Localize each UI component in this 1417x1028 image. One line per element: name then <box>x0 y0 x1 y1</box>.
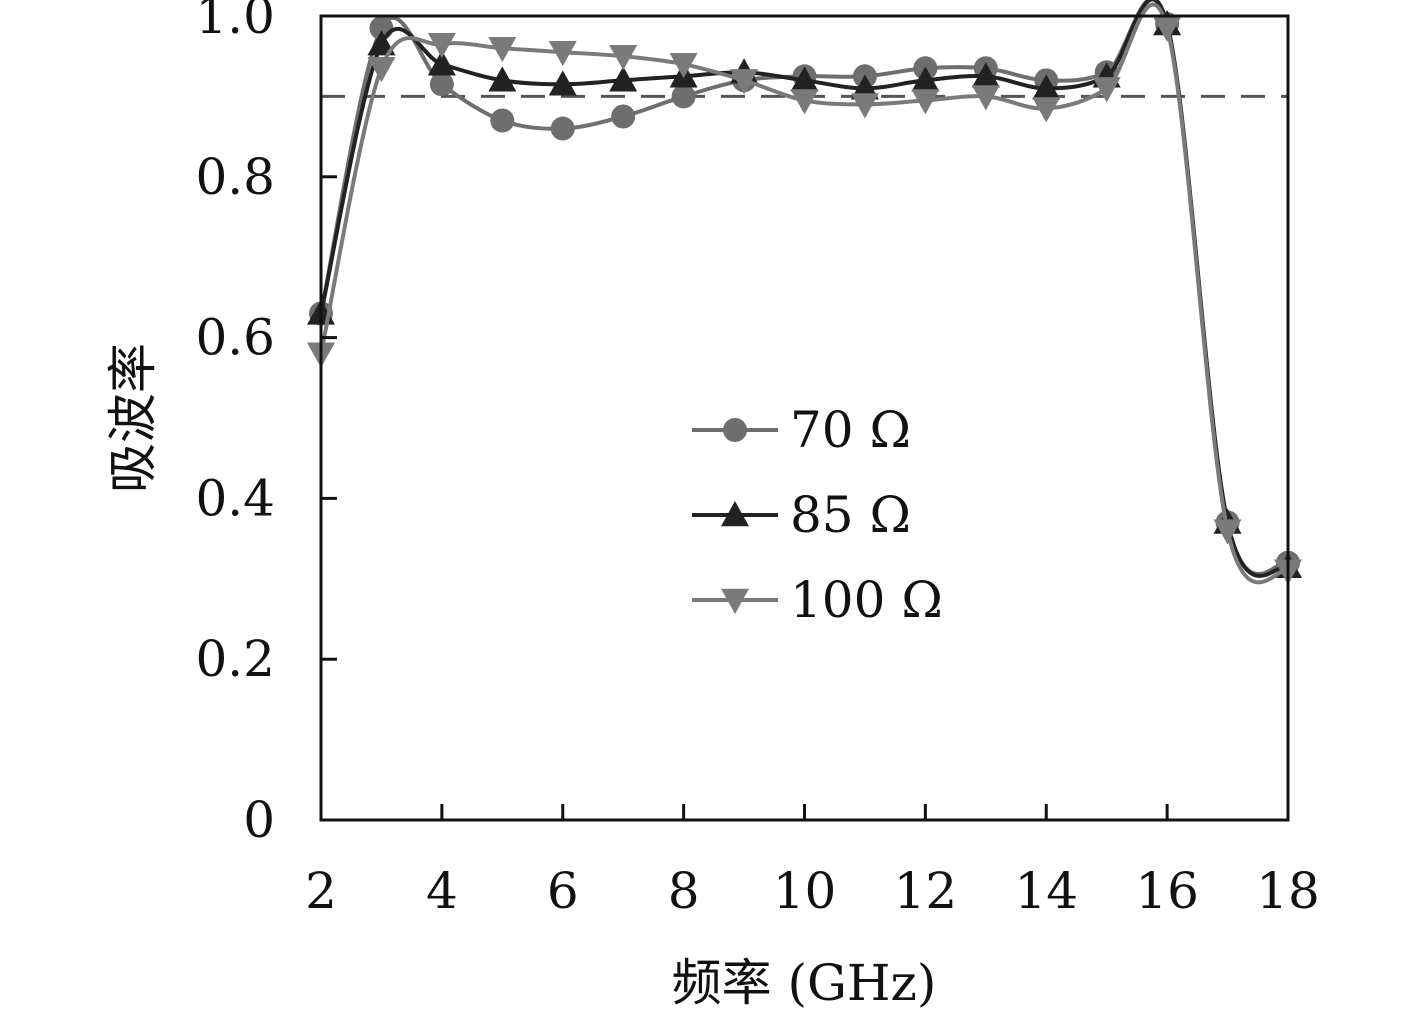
data-point-2-12 <box>1032 97 1061 123</box>
legend-marker-2 <box>721 588 749 614</box>
legend-item-1: 85 Ω <box>692 486 911 544</box>
data-point-0-2 <box>429 72 454 97</box>
data-point-2-10 <box>911 89 940 115</box>
legend-marker-0 <box>723 418 747 442</box>
data-point-1-11 <box>971 62 1000 88</box>
data-point-0-4 <box>550 116 575 141</box>
legend: 70 Ω 85 Ω 100 Ω <box>692 401 943 629</box>
data-point-2-15 <box>1213 519 1242 545</box>
data-point-1-3 <box>488 66 517 92</box>
data-point-2-4 <box>548 40 577 67</box>
y-tick-label-2: 0.4 <box>195 469 275 527</box>
data-point-2-9 <box>850 93 879 119</box>
x-tick-label-7: 16 <box>1135 862 1199 920</box>
y-tick-label-5: 1.0 <box>195 0 275 45</box>
legend-label-1: 85 Ω <box>790 486 911 544</box>
x-tick-label-6: 14 <box>1014 862 1078 920</box>
x-axis-title: 频率 (GHz) <box>672 954 937 1012</box>
x-tick-label-0: 2 <box>305 862 337 920</box>
x-tick-label-3: 8 <box>668 862 700 920</box>
legend-item-0: 70 Ω <box>692 401 911 459</box>
data-point-2-1 <box>367 57 396 83</box>
legend-label-0: 70 Ω <box>790 401 911 459</box>
x-tick-label-5: 12 <box>894 862 958 920</box>
data-point-1-12 <box>1032 74 1061 100</box>
data-point-1-4 <box>548 70 577 96</box>
data-point-1-1 <box>367 30 396 56</box>
data-point-1-2 <box>427 50 456 76</box>
data-point-0-5 <box>611 104 636 129</box>
legend-label-2: 100 Ω <box>790 571 943 629</box>
data-point-1-8 <box>790 66 819 92</box>
data-point-0-6 <box>671 84 696 109</box>
data-point-2-13 <box>1092 77 1121 103</box>
data-point-2-2 <box>427 32 456 59</box>
legend-item-2: 100 Ω <box>692 571 943 629</box>
data-point-0-3 <box>490 108 515 133</box>
x-tick-label-1: 4 <box>426 862 458 920</box>
data-point-2-14 <box>1153 16 1182 43</box>
y-tick-label-0: 0 <box>243 791 275 849</box>
y-axis-title: 吸波率 <box>104 343 162 493</box>
tick-group: 2 4 6 8 10 12 14 16 18 0 0.2 0.4 0.6 0.8 1.0 <box>195 0 1319 920</box>
data-point-2-5 <box>609 45 638 71</box>
legend-marker-1 <box>721 501 749 527</box>
data-point-2-8 <box>790 89 819 115</box>
x-tick-label-2: 6 <box>547 862 579 920</box>
y-tick-label-4: 0.8 <box>195 148 275 206</box>
series-group <box>307 0 1302 585</box>
data-point-2-7 <box>730 69 759 95</box>
x-tick-label-8: 18 <box>1256 862 1320 920</box>
y-tick-label-3: 0.6 <box>195 309 275 367</box>
data-point-2-11 <box>971 85 1000 111</box>
x-tick-label-4: 10 <box>773 862 837 920</box>
data-point-1-5 <box>609 66 638 92</box>
data-point-2-6 <box>669 53 698 79</box>
y-tick-label-1: 0.2 <box>195 630 275 688</box>
data-point-1-10 <box>911 66 940 92</box>
data-point-2-3 <box>488 36 517 63</box>
